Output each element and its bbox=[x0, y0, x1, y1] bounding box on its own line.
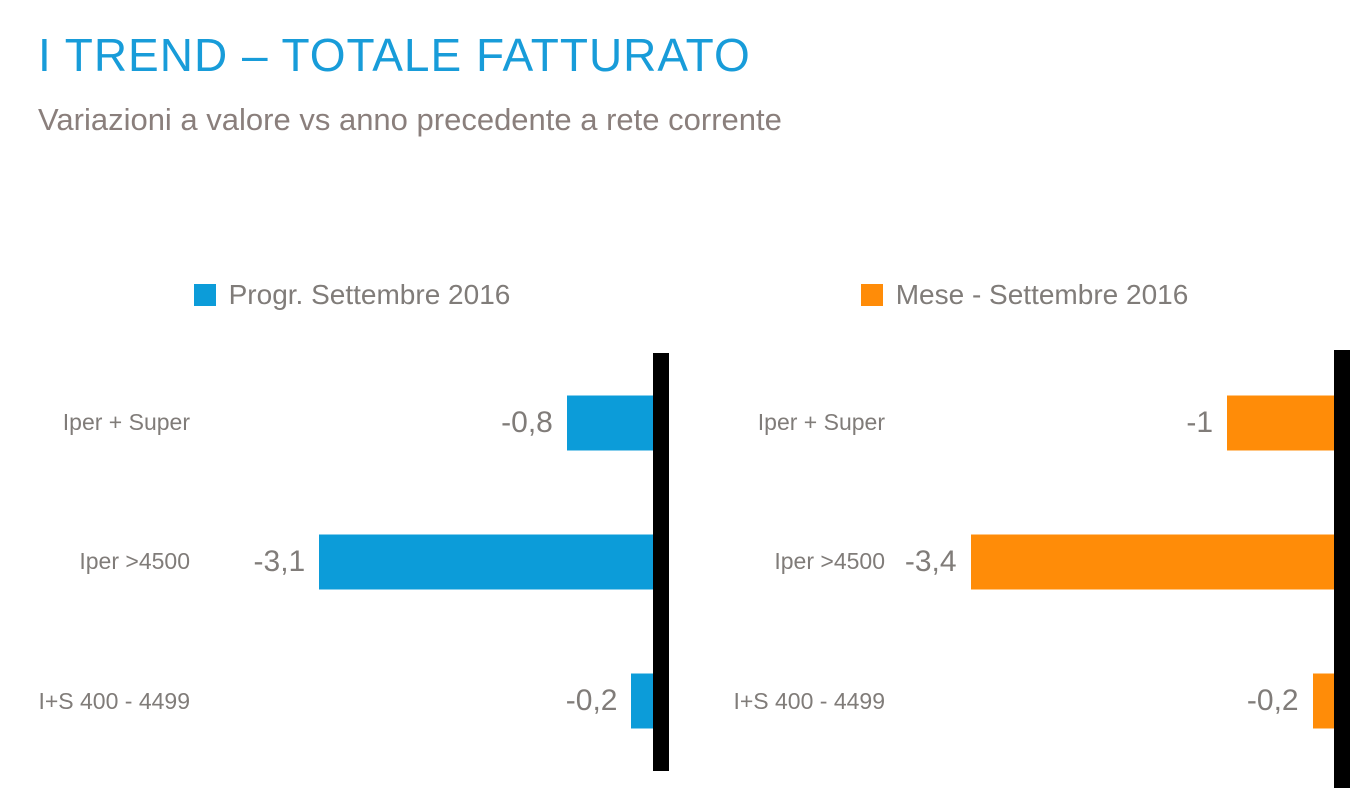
bar-is-400-4499 bbox=[1312, 673, 1334, 729]
chart-progr-settembre: Progr. Settembre 2016 Iper + Super -0,8 … bbox=[35, 278, 669, 771]
zero-axis-line bbox=[653, 353, 669, 771]
bar-row-iper-4500: Iper >4500 -3,1 bbox=[35, 492, 653, 631]
zero-axis-line bbox=[1334, 350, 1350, 788]
legend-label-mese: Mese - Settembre 2016 bbox=[895, 279, 1189, 310]
category-label-iper-super: Iper + Super bbox=[62, 409, 190, 436]
charts-row: Progr. Settembre 2016 Iper + Super -0,8 … bbox=[35, 278, 1350, 788]
category-label-iper-4500: Iper >4500 bbox=[774, 548, 885, 575]
bar-area: -0,2 bbox=[190, 632, 653, 771]
bar-area: -3,1 bbox=[190, 492, 653, 631]
category-label-iper-super: Iper + Super bbox=[757, 409, 885, 436]
category-label-iper-4500: Iper >4500 bbox=[79, 548, 190, 575]
value-label-iper-4500: -3,1 bbox=[253, 544, 306, 578]
legend-swatch-orange-icon bbox=[860, 284, 883, 306]
bar-area: -0,8 bbox=[190, 353, 653, 492]
bar-row-is-400-4499: I+S 400 - 4499 -0,2 bbox=[699, 632, 1334, 771]
legend-swatch-blue-icon bbox=[193, 284, 216, 306]
page-subtitle: Variazioni a valore vs anno precedente a… bbox=[38, 102, 782, 137]
value-label-is-400-4499: -0,2 bbox=[1246, 684, 1299, 718]
bar-row-is-400-4499: I+S 400 - 4499 -0,2 bbox=[35, 632, 653, 771]
bar-row-iper-super: Iper + Super -1 bbox=[699, 353, 1334, 492]
bar-row-iper-4500: Iper >4500 -3,4 bbox=[699, 492, 1334, 631]
legend-mese: Mese - Settembre 2016 bbox=[699, 278, 1350, 312]
bar-iper-super bbox=[566, 395, 653, 451]
plot-progr: Iper + Super -0,8 Iper >4500 -3,1 I+S 40… bbox=[35, 353, 669, 771]
bar-is-400-4499 bbox=[631, 673, 653, 729]
bar-row-iper-super: Iper + Super -0,8 bbox=[35, 353, 653, 492]
legend-progr: Progr. Settembre 2016 bbox=[35, 278, 669, 312]
category-label-is-400-4499: I+S 400 - 4499 bbox=[733, 687, 885, 714]
value-label-is-400-4499: -0,2 bbox=[565, 684, 618, 718]
chart-mese-settembre: Mese - Settembre 2016 Iper + Super -1 Ip… bbox=[699, 278, 1350, 788]
bar-iper-super bbox=[1227, 395, 1334, 451]
value-label-iper-4500: -3,4 bbox=[904, 544, 957, 578]
value-label-iper-super: -1 bbox=[1186, 405, 1214, 439]
bar-iper-4500 bbox=[319, 534, 653, 590]
legend-label-progr: Progr. Settembre 2016 bbox=[228, 279, 511, 310]
page-title: I TREND – TOTALE FATTURATO bbox=[38, 29, 751, 81]
value-label-iper-super: -0,8 bbox=[501, 405, 553, 439]
bar-iper-4500 bbox=[970, 534, 1334, 590]
bar-area: -1 bbox=[885, 353, 1334, 492]
bar-area: -0,2 bbox=[885, 632, 1334, 771]
category-label-is-400-4499: I+S 400 - 4499 bbox=[38, 687, 190, 714]
plot-mese: Iper + Super -1 Iper >4500 -3,4 I+S 400 … bbox=[699, 350, 1350, 788]
bar-area: -3,4 bbox=[885, 492, 1334, 631]
